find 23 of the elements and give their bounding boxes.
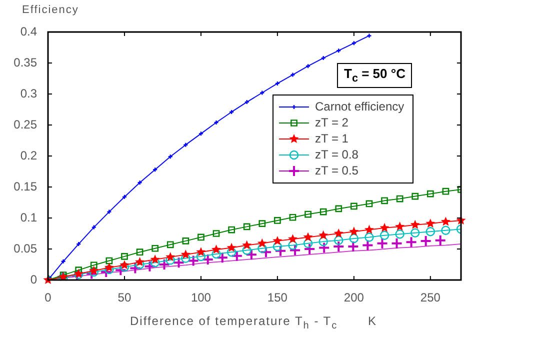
x-tick-label: 0 <box>44 290 52 305</box>
legend-label: zT = 1 <box>315 131 349 146</box>
x-tick-label: 150 <box>267 290 288 305</box>
legend-label: zT = 0.5 <box>315 163 359 178</box>
legend-label: zT = 0.8 <box>315 147 359 162</box>
x-tick-label: 200 <box>344 290 364 305</box>
y-tick-label: 0.1 <box>20 210 38 224</box>
y-tick-label: 0.15 <box>14 179 38 194</box>
text: Difference of temperature T$_{h}$ - T$_{c}$ K <box>130 314 377 332</box>
y-tick-label: 0.25 <box>14 117 38 132</box>
y-tick-label: 0.2 <box>20 148 38 162</box>
y-tick-label: 0.35 <box>14 55 38 70</box>
x-tick-label: 250 <box>420 290 441 305</box>
x-tick-label: 50 <box>118 290 132 305</box>
y-tick-label: 0 <box>30 272 38 286</box>
x-tick-label: 100 <box>190 290 212 305</box>
legend-label: Carnot efficiency <box>315 99 404 114</box>
annotation: T$_{c}$ = 50 °C <box>337 63 412 88</box>
y-tick-label: 0.4 <box>20 24 38 38</box>
y-axis-title: Efficiency <box>22 4 79 16</box>
legend-label: zT = 2 <box>315 115 349 130</box>
y-tick-label: 0.3 <box>20 86 38 100</box>
y-tick-label: 0.05 <box>14 241 38 256</box>
